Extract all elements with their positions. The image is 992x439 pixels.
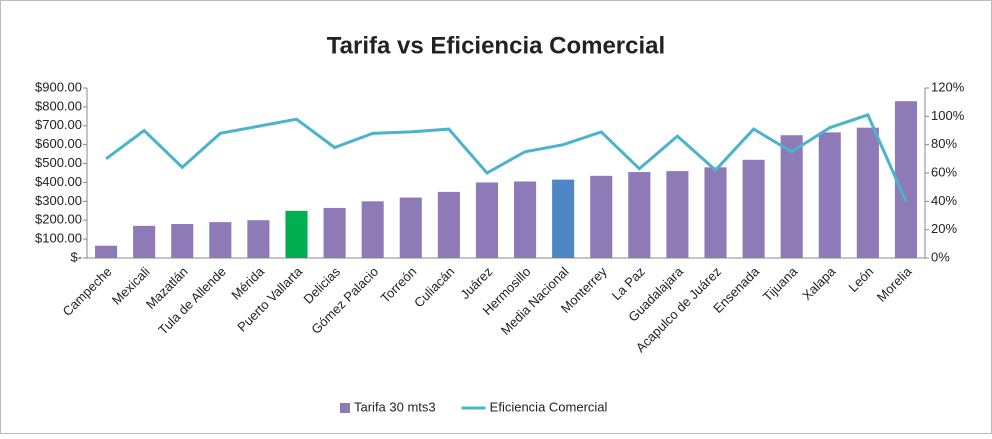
bar [171, 224, 194, 258]
bar [437, 191, 460, 258]
y2-tick-label: 20% [931, 221, 957, 236]
y2-tick-label: 120% [931, 79, 965, 94]
y-tick-label: $500.00 [35, 155, 82, 170]
bar [856, 127, 879, 259]
bar [399, 197, 422, 258]
y-tick-label: $300.00 [35, 193, 82, 208]
bar [361, 201, 384, 258]
y-tick-label: $700.00 [35, 117, 82, 132]
legend-label: Tarifa 30 mts3 [354, 399, 436, 414]
y-tick-label: $900.00 [35, 79, 82, 94]
y-tick-label: $800.00 [35, 98, 82, 113]
y2-tick-label: 0% [931, 249, 950, 264]
bar [475, 182, 499, 258]
chart-title: Tarifa vs Eficiencia Comercial [327, 32, 665, 59]
line [105, 113, 908, 202]
y-tick-label: $- [70, 249, 82, 264]
bar [285, 210, 308, 258]
y-tick-label: $100.00 [35, 231, 82, 246]
y2-tick-label: 80% [931, 136, 957, 151]
y2-tick-label: 40% [931, 193, 957, 208]
legend-label: Eficiencia Comercial [490, 399, 608, 414]
bar [209, 222, 232, 258]
y-tick-label: $400.00 [35, 174, 82, 189]
bar [94, 245, 118, 258]
bar [247, 220, 270, 258]
bar [818, 132, 841, 258]
bar [513, 181, 537, 258]
bar [590, 175, 613, 258]
bar [780, 135, 803, 258]
bar [323, 207, 346, 258]
bar [704, 167, 727, 258]
bar [133, 225, 156, 258]
y-tick-label: $600.00 [35, 136, 82, 151]
bar [552, 179, 575, 258]
y2-tick-label: 60% [931, 164, 957, 179]
bar [666, 171, 689, 258]
legend-swatch [340, 403, 350, 413]
bar [742, 159, 765, 258]
bar [628, 172, 651, 258]
bar [894, 101, 918, 258]
y2-tick-label: 100% [931, 108, 965, 123]
y-tick-label: $200.00 [35, 212, 82, 227]
